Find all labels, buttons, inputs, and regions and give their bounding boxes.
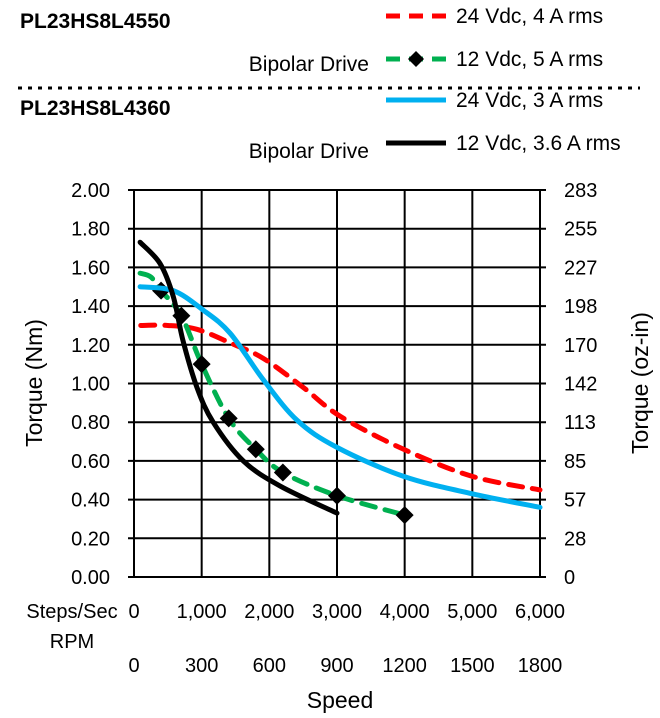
series-lines <box>137 239 543 525</box>
series-marker <box>246 440 265 459</box>
legend-marker <box>408 51 424 67</box>
series-marker <box>328 486 346 505</box>
y-tick-right: 28 <box>564 528 586 550</box>
x-tick-rpm: 300 <box>185 655 218 677</box>
header-model-1: PL23HS8L4550 <box>20 10 171 33</box>
x-tick-steps: 4,000 <box>380 601 430 623</box>
x-tick-steps: 5,000 <box>447 601 497 623</box>
x-tick-steps: 0 <box>128 601 139 623</box>
ticks: 0 0 1,000 300 2,000 600 3,000 900 4,000 1200 5,000… <box>71 180 597 677</box>
x-tick-steps: 3,000 <box>312 601 362 623</box>
legend: 24 Vdc, 4 A rms 12 Vdc, 5 A rms 24 Vdc, 3 … <box>386 5 621 155</box>
x-axis-steps-label: Steps/Sec <box>26 601 117 623</box>
y-tick: 2.00 <box>71 180 110 202</box>
header-drive-1: Bipolar Drive <box>249 53 369 76</box>
y-tick: 1.40 <box>71 296 110 318</box>
y-tick-right: 283 <box>564 180 597 202</box>
series-line <box>137 239 340 516</box>
x-tick-rpm: 900 <box>320 655 353 677</box>
x-tick-rpm: 1800 <box>518 655 563 677</box>
x-tick-steps: 2,000 <box>244 601 294 623</box>
x-tick-steps: 6,000 <box>515 601 565 623</box>
series-marker <box>192 355 211 374</box>
series-marker <box>219 409 238 428</box>
y-tick-right: 85 <box>564 451 586 473</box>
y-tick-right: 113 <box>564 412 596 434</box>
y-tick-right: 142 <box>564 374 597 396</box>
x-tick-rpm: 1200 <box>382 655 427 677</box>
x-tick-rpm: 1500 <box>450 655 495 677</box>
series-marker <box>273 463 292 482</box>
y-tick-right: 227 <box>564 257 597 279</box>
series-line <box>137 270 408 518</box>
y-axis-title: Torque (Nm) <box>21 319 47 447</box>
y-tick-right: 198 <box>564 296 597 318</box>
series-line <box>137 284 543 510</box>
y-tick: 0.00 <box>71 567 110 589</box>
x-axis-title: Speed <box>307 687 374 713</box>
y-tick: 0.20 <box>71 528 110 550</box>
x-tick-rpm: 0 <box>128 655 139 677</box>
y-tick: 0.40 <box>71 490 110 512</box>
y-tick: 0.80 <box>71 412 110 434</box>
header-drive-2: Bipolar Drive <box>249 140 369 163</box>
y-tick: 1.60 <box>71 257 110 279</box>
legend-label: 24 Vdc, 4 A rms <box>456 5 603 28</box>
y-tick-right: 57 <box>564 490 586 512</box>
y-tick-right: 255 <box>564 219 597 241</box>
legend-label: 24 Vdc, 3 A rms <box>456 89 603 112</box>
x-tick-rpm: 600 <box>253 655 286 677</box>
legend-label: 12 Vdc, 3.6 A rms <box>456 132 621 155</box>
y-tick: 1.80 <box>71 219 110 241</box>
y-tick-right: 170 <box>564 335 597 357</box>
y-axis-right-title: Torque (oz-in) <box>627 312 653 454</box>
y-tick-right: 0 <box>564 567 575 589</box>
legend-label: 12 Vdc, 5 A rms <box>456 48 603 71</box>
x-tick-steps: 1,000 <box>177 601 227 623</box>
series-marker <box>395 506 414 525</box>
y-tick: 1.00 <box>71 374 110 396</box>
y-tick: 1.20 <box>71 335 110 357</box>
grid <box>128 189 546 578</box>
header-model-2: PL23HS8L4360 <box>20 97 171 120</box>
series-line <box>138 322 543 493</box>
y-tick: 0.60 <box>71 451 110 473</box>
x-axis-rpm-label: RPM <box>50 631 94 653</box>
